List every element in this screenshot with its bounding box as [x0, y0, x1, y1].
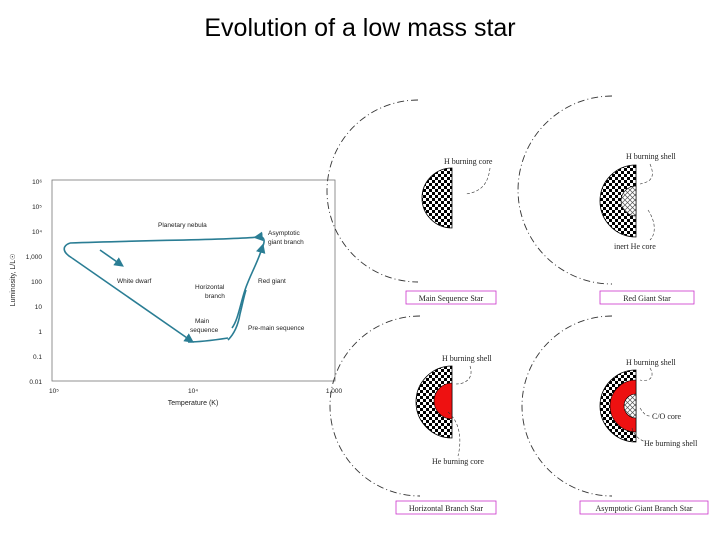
label-red-giant: Red giant [258, 278, 286, 285]
h-burning-core [421, 167, 453, 229]
h-burning-shell [599, 164, 637, 238]
label-white-dwarf: White dwarf [117, 278, 152, 285]
y-axis-label: Luminosity, L/L☉ [9, 254, 17, 307]
x-tick: 10⁴ [188, 388, 198, 395]
label-planetary-nebula: Planetary nebula [158, 222, 207, 229]
stellar-envelope [326, 99, 419, 283]
inert-he-core [620, 185, 637, 217]
label-pre-main-sequence: Pre-main sequence [248, 325, 305, 332]
callout-he-core: inert He core [614, 242, 656, 251]
panel-horizontal-branch: H burning shell He burning core Horizont… [329, 315, 497, 515]
track-white-dwarf [71, 257, 194, 343]
panel-agb: H burning shell C/O core He burning shel… [521, 315, 709, 515]
x-tick: 10⁵ [49, 388, 59, 395]
y-tick: 100 [31, 279, 42, 286]
label-main-sequence: sequence [190, 327, 219, 334]
track-agb-to-nebula [69, 231, 265, 249]
stellar-envelope [517, 95, 613, 285]
y-tick: 10 [35, 304, 43, 311]
hr-annotations: Planetary nebula Asymptotic giant branch… [117, 222, 305, 334]
callout-h-core: H burning core [444, 157, 493, 166]
y-tick: 1,000 [26, 254, 43, 261]
hr-diagram: Luminosity, L/L☉ Temperature (K) 10⁶ 10⁵… [9, 179, 343, 407]
caption-box [579, 500, 709, 515]
caption-horizontal-branch: Horizontal Branch Star [409, 504, 484, 513]
caption-box [405, 290, 497, 305]
x-axis-label: Temperature (K) [168, 400, 219, 407]
panel-red-giant: H burning shell inert He core Red Giant … [517, 95, 695, 305]
label-horizontal-branch: Horizontal [195, 284, 225, 291]
panel-main-sequence: H burning core Main Sequence Star [326, 99, 497, 305]
caption-agb: Asymptotic Giant Branch Star [595, 504, 692, 513]
y-tick: 0.01 [29, 379, 42, 386]
caption-red-giant: Red Giant Star [623, 294, 671, 303]
label-main-sequence: Main [195, 318, 209, 325]
callout-co-core: C/O core [652, 412, 682, 421]
he-burning-shell [609, 379, 637, 433]
callout-he-core: He burning core [432, 457, 484, 466]
y-tick: 10⁵ [32, 204, 42, 211]
track-horizontal-branch [227, 289, 247, 341]
label-agb: giant branch [268, 239, 304, 246]
co-core [623, 393, 637, 419]
y-tick: 10⁴ [32, 229, 42, 236]
track-arrow [99, 249, 124, 267]
hr-plot-frame [51, 179, 336, 382]
callout-h-shell: H burning shell [626, 152, 677, 161]
x-tick: 1,000 [326, 388, 343, 395]
y-tick: 10⁶ [32, 179, 42, 186]
stellar-envelope [329, 315, 421, 497]
callout-he-shell: He burning shell [644, 439, 698, 448]
label-horizontal-branch: branch [205, 293, 225, 300]
callout-h-shell: H burning shell [442, 354, 493, 363]
y-tick: 1 [38, 329, 42, 336]
y-tick: 0.1 [33, 354, 42, 361]
slide-title: Evolution of a low mass star [204, 14, 516, 42]
caption-main-sequence: Main Sequence Star [419, 294, 484, 303]
track-red-giant [231, 243, 266, 329]
callout-h-shell: H burning shell [626, 358, 677, 367]
stellar-envelope [521, 315, 613, 497]
caption-box [395, 500, 497, 515]
track-nebula-turn [63, 242, 73, 259]
x-tick-labels: 10⁵ 10⁴ 1,000 [49, 388, 342, 395]
evolution-track [63, 231, 266, 343]
label-agb: Asymptotic [268, 230, 301, 237]
track-main-sequence [187, 337, 229, 343]
y-tick-labels: 10⁶ 10⁵ 10⁴ 1,000 100 10 1 0.1 0.01 [26, 179, 43, 386]
he-burning-core [433, 382, 453, 420]
caption-box [599, 290, 695, 305]
